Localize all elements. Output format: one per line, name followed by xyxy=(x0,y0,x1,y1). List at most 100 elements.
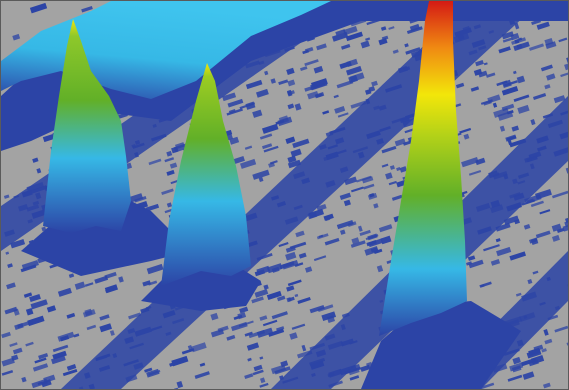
noise-speckle xyxy=(480,99,493,105)
noise-speckle xyxy=(142,280,151,287)
noise-speckle xyxy=(381,145,397,154)
noise-speckle xyxy=(287,103,295,110)
noise-speckle xyxy=(32,363,49,372)
noise-speckle xyxy=(169,162,178,169)
noise-speckle xyxy=(552,190,568,199)
noise-speckle xyxy=(7,263,13,269)
noise-speckle xyxy=(533,344,544,352)
noise-speckle xyxy=(109,330,115,336)
noise-speckle xyxy=(286,285,295,292)
noise-speckle xyxy=(5,251,10,255)
noise-speckle xyxy=(255,88,269,98)
noise-speckle xyxy=(351,237,360,245)
noise-speckle xyxy=(34,357,47,364)
noise-speckle xyxy=(59,335,70,342)
noise-speckle xyxy=(294,262,304,267)
noise-speckle xyxy=(564,60,568,71)
noise-speckle xyxy=(503,215,520,226)
noise-speckle xyxy=(32,157,39,163)
noise-speckle xyxy=(278,79,289,86)
noise-speckle xyxy=(308,208,325,219)
noise-speckle xyxy=(57,287,72,297)
noise-speckle xyxy=(262,143,273,150)
noise-speckle xyxy=(1,331,11,339)
noise-speckle xyxy=(128,312,141,320)
noise-speckle xyxy=(239,306,249,314)
noise-speckle xyxy=(514,219,520,225)
noise-speckle xyxy=(20,264,37,273)
noise-speckle xyxy=(253,364,263,372)
noise-speckle xyxy=(262,123,279,134)
noise-speckle xyxy=(13,308,20,316)
noise-speckle xyxy=(343,25,358,36)
noise-speckle xyxy=(513,70,517,75)
noise-speckle xyxy=(68,273,75,278)
noise-speckle xyxy=(562,223,568,232)
noise-speckle xyxy=(558,37,568,43)
noise-speckle xyxy=(337,112,349,118)
noise-speckle xyxy=(81,5,93,13)
noise-speckle xyxy=(23,292,33,298)
noise-speckle xyxy=(263,284,269,290)
noise-speckle xyxy=(301,344,307,352)
noise-speckle xyxy=(541,348,547,353)
noise-speckle xyxy=(344,176,358,186)
noise-speckle xyxy=(148,158,162,166)
noise-speckle xyxy=(405,47,421,55)
noise-speckle xyxy=(86,324,97,331)
noise-speckle xyxy=(256,327,274,338)
noise-speckle xyxy=(530,119,536,126)
noise-speckle xyxy=(271,266,280,273)
noise-speckle xyxy=(522,371,535,380)
noise-speckle xyxy=(292,138,310,149)
noise-speckle xyxy=(146,368,160,378)
noise-speckle xyxy=(259,356,264,360)
noise-speckle xyxy=(341,43,351,50)
noise-speckle xyxy=(304,84,317,92)
noise-speckle xyxy=(74,281,86,290)
noise-speckle xyxy=(1,357,15,367)
noise-speckle xyxy=(490,259,501,266)
noise-speckle xyxy=(29,2,48,14)
noise-speckle xyxy=(316,93,323,98)
noise-speckle xyxy=(244,373,254,380)
noise-speckle xyxy=(373,203,379,209)
noise-speckle xyxy=(381,163,389,168)
noise-speckle xyxy=(347,221,357,227)
noise-speckle xyxy=(506,135,517,141)
noise-speckle xyxy=(385,172,393,180)
noise-speckle xyxy=(478,70,488,78)
noise-speckle xyxy=(333,94,339,99)
noise-speckle xyxy=(539,209,551,215)
noise-speckle xyxy=(510,32,520,41)
noise-speckle xyxy=(348,368,360,376)
noise-speckle xyxy=(14,322,24,330)
peak-left-body xyxy=(43,19,131,233)
noise-speckle xyxy=(145,203,160,212)
noise-speckle xyxy=(66,312,76,319)
noise-speckle xyxy=(146,263,164,275)
noise-speckle xyxy=(166,169,175,176)
noise-speckle xyxy=(350,240,366,248)
noise-speckle xyxy=(388,26,395,30)
noise-speckle xyxy=(285,246,296,253)
noise-speckle xyxy=(404,43,409,48)
noise-speckle xyxy=(245,101,256,110)
noise-speckle xyxy=(222,92,237,102)
noise-speckle xyxy=(266,290,282,300)
noise-speckle xyxy=(343,199,351,207)
noise-speckle xyxy=(295,230,305,238)
noise-speckle xyxy=(286,67,295,75)
noise-speckle xyxy=(524,194,542,205)
noise-speckle xyxy=(258,177,264,183)
noise-speckle xyxy=(309,304,325,314)
noise-speckle xyxy=(346,65,362,76)
noise-speckle xyxy=(25,341,34,347)
noise-speckle xyxy=(380,26,387,31)
noise-speckle xyxy=(480,284,485,288)
noise-speckle xyxy=(501,79,512,89)
noise-speckle xyxy=(294,293,299,298)
noise-speckle xyxy=(455,82,465,89)
